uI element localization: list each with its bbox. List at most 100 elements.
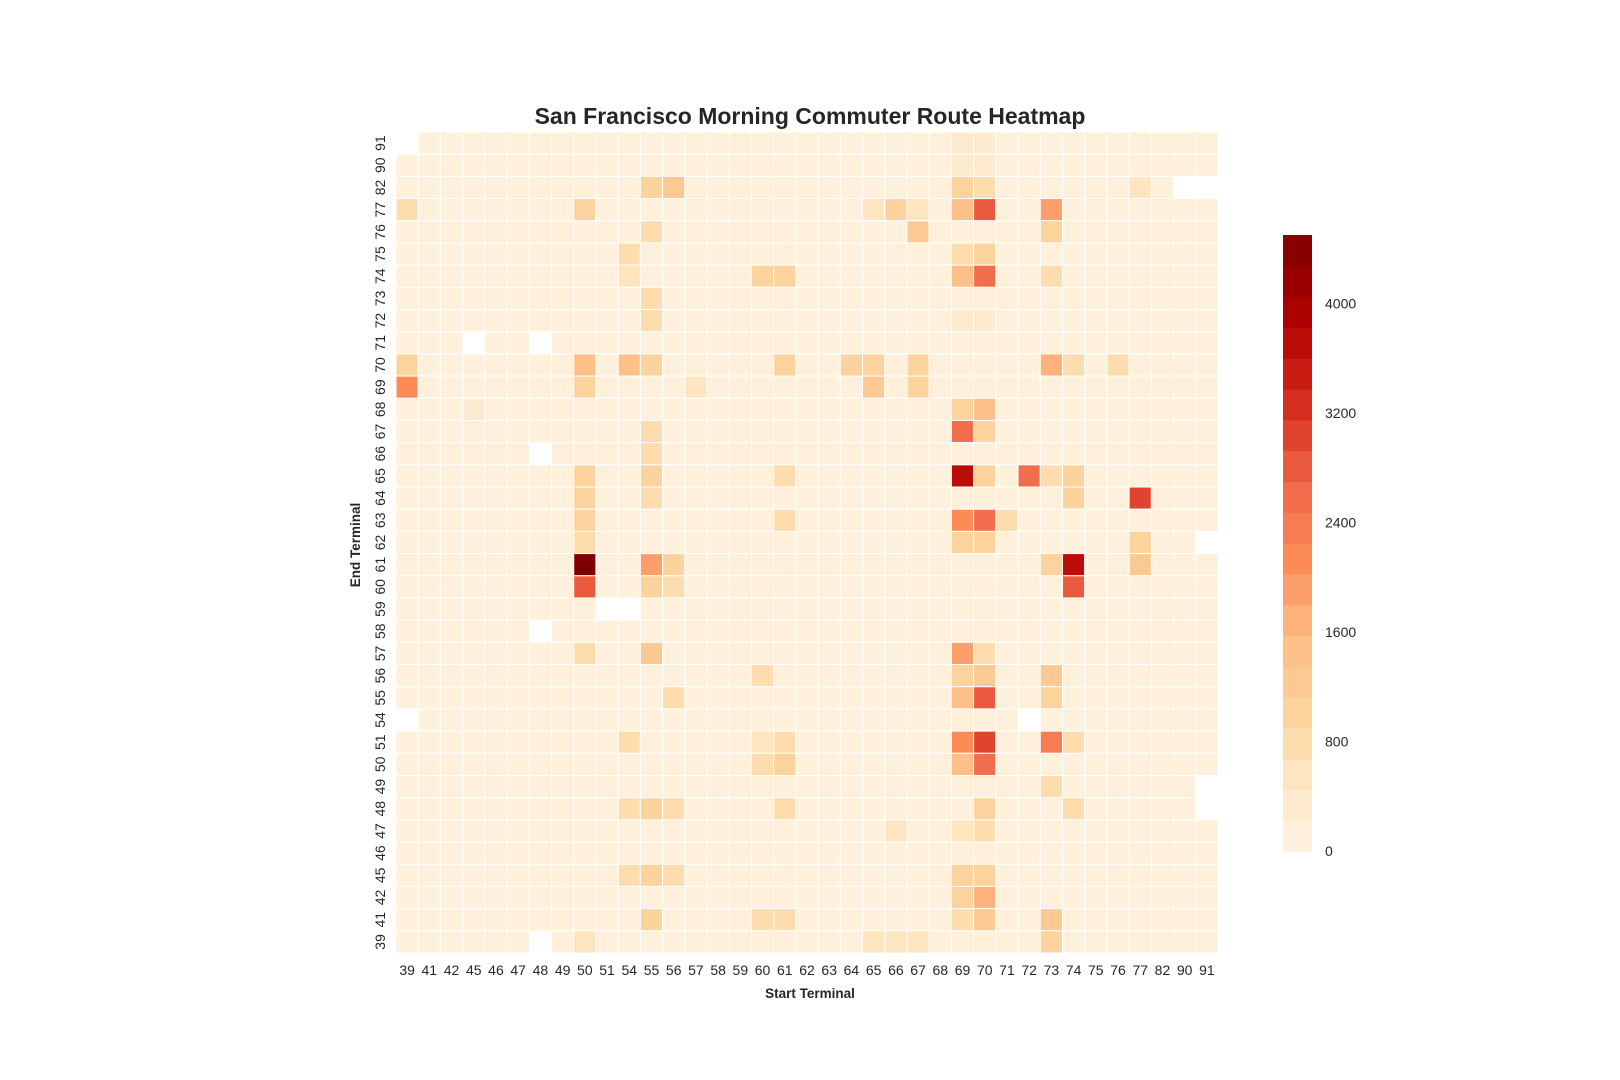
- heatmap-cell: [573, 774, 597, 799]
- heatmap-cell: [862, 708, 886, 732]
- heatmap-cell: [973, 553, 997, 577]
- heatmap-cell: [1039, 331, 1063, 355]
- heatmap-cell: [462, 220, 486, 244]
- heatmap-cell: [1084, 930, 1108, 954]
- x-tick-label: 77: [1132, 962, 1148, 978]
- heatmap-cell: [662, 175, 686, 200]
- colorbar-segment: [1283, 758, 1312, 790]
- heatmap-cell: [773, 264, 797, 288]
- heatmap-cell: [617, 264, 641, 288]
- heatmap-cell: [395, 530, 419, 555]
- heatmap-cell: [839, 442, 864, 466]
- heatmap-cell: [1017, 353, 1041, 377]
- heatmap-cell: [1173, 242, 1197, 266]
- x-tick-label: 74: [1066, 962, 1082, 978]
- heatmap-cell: [1084, 597, 1108, 621]
- heatmap-cell: [573, 153, 597, 177]
- heatmap-cell: [1128, 286, 1152, 311]
- heatmap-cell: [417, 885, 441, 910]
- heatmap-cell: [573, 198, 597, 222]
- heatmap-cell: [995, 885, 1019, 910]
- heatmap-cell: [950, 486, 975, 510]
- heatmap-cell: [417, 220, 441, 244]
- heatmap-cell: [617, 930, 641, 954]
- heatmap-cell: [928, 286, 952, 311]
- heatmap-cell: [639, 242, 664, 266]
- heatmap-cell: [1061, 863, 1086, 887]
- heatmap-cell: [995, 175, 1019, 200]
- heatmap-cell: [484, 730, 508, 754]
- heatmap-cell: [1106, 797, 1130, 821]
- heatmap-cell: [795, 908, 819, 932]
- heatmap-cell: [862, 930, 886, 954]
- heatmap-cell: [906, 930, 930, 954]
- heatmap-cell: [706, 553, 730, 577]
- heatmap-cell: [1017, 331, 1041, 355]
- heatmap-cell: [639, 819, 664, 843]
- heatmap-cell: [684, 242, 708, 266]
- heatmap-cell: [928, 841, 952, 865]
- x-tick-label: 57: [688, 962, 704, 978]
- heatmap-cell: [795, 597, 819, 621]
- heatmap-cell: [595, 730, 619, 754]
- heatmap-cell: [773, 752, 797, 776]
- heatmap-cell: [395, 309, 419, 333]
- heatmap-cell: [417, 486, 441, 510]
- heatmap-cell: [995, 908, 1019, 932]
- heatmap-cell: [728, 597, 752, 621]
- heatmap-cell: [1150, 819, 1175, 843]
- heatmap-cell: [617, 153, 641, 177]
- heatmap-cell: [595, 131, 619, 155]
- heatmap-cell: [528, 597, 553, 621]
- heatmap-cell: [906, 331, 930, 355]
- heatmap-cell: [995, 752, 1019, 776]
- heatmap-cell: [795, 797, 819, 821]
- heatmap-cell: [995, 242, 1019, 266]
- heatmap-cell: [750, 597, 775, 621]
- heatmap-cell: [795, 153, 819, 177]
- heatmap-cell: [595, 419, 619, 444]
- heatmap-cell: [639, 153, 664, 177]
- heatmap-cell: [484, 508, 508, 532]
- heatmap-cell: [1106, 309, 1130, 333]
- heatmap-cell: [1195, 553, 1219, 577]
- heatmap-cell: [506, 198, 530, 222]
- heatmap-cell: [817, 309, 841, 333]
- heatmap-cell: [995, 708, 1019, 732]
- heatmap-cell: [417, 264, 441, 288]
- heatmap-cell: [484, 641, 508, 666]
- heatmap-cell: [1128, 419, 1152, 444]
- colorbar: [1283, 235, 1312, 852]
- heatmap-cell: [395, 575, 419, 599]
- heatmap-cell: [1039, 575, 1063, 599]
- x-tick-label: 49: [555, 962, 571, 978]
- heatmap-cell: [484, 331, 508, 355]
- heatmap-cell: [1084, 198, 1108, 222]
- heatmap-cell: [1061, 930, 1086, 954]
- heatmap-cell: [662, 264, 686, 288]
- heatmap-cell: [795, 286, 819, 311]
- heatmap-cell: [1150, 153, 1175, 177]
- heatmap-cell: [750, 575, 775, 599]
- x-tick-label: 69: [955, 962, 971, 978]
- heatmap-cell: [1084, 353, 1108, 377]
- heatmap-cell: [506, 331, 530, 355]
- colorbar-segment: [1283, 235, 1312, 267]
- heatmap-cell: [395, 175, 419, 200]
- heatmap-cell: [1039, 286, 1063, 311]
- heatmap-cell: [950, 331, 975, 355]
- heatmap-cell: [862, 175, 886, 200]
- heatmap-cell: [484, 597, 508, 621]
- heatmap-cell: [551, 841, 575, 865]
- heatmap-cell: [617, 464, 641, 488]
- colorbar-segment: [1283, 727, 1312, 760]
- heatmap-cell: [439, 397, 464, 421]
- heatmap-cell: [662, 597, 686, 621]
- heatmap-cell: [595, 331, 619, 355]
- heatmap-cell: [750, 664, 775, 688]
- heatmap-cell: [462, 930, 486, 954]
- heatmap-cell: [462, 664, 486, 688]
- heatmap-cell: [1150, 442, 1175, 466]
- heatmap-cell: [817, 641, 841, 666]
